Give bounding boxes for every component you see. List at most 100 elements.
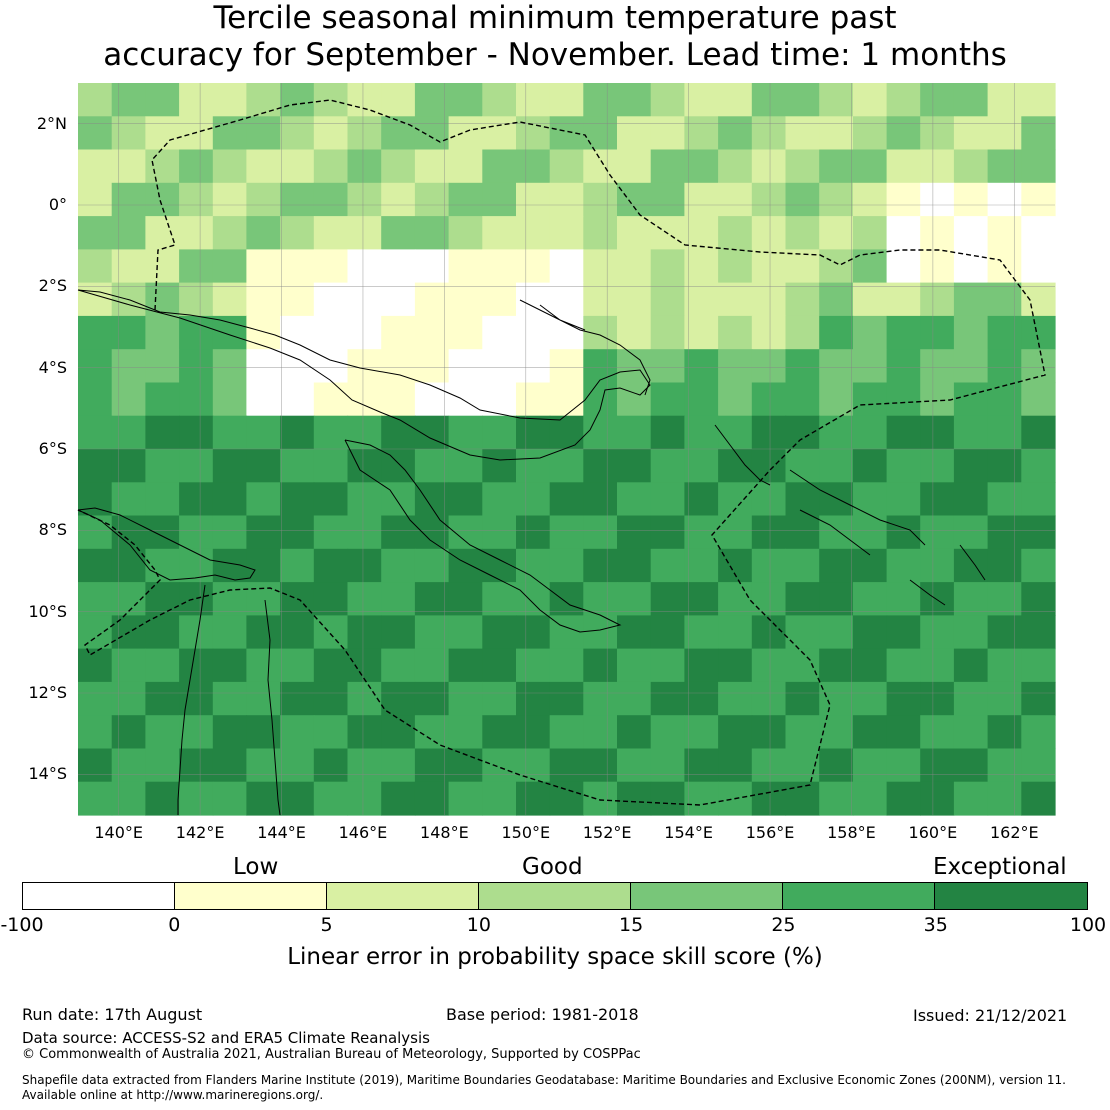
skill-cell <box>617 615 652 650</box>
skill-cell <box>886 648 921 683</box>
skill-cell <box>886 582 921 616</box>
skill-cell <box>684 681 719 716</box>
skill-cell <box>111 548 146 583</box>
skill-cell <box>751 681 787 716</box>
skill-cell <box>482 249 517 284</box>
skill-cell <box>246 382 281 417</box>
skill-cell <box>179 748 214 783</box>
skill-cell <box>684 415 719 450</box>
skill-cell <box>852 715 888 750</box>
skill-cell <box>718 315 753 350</box>
skill-cell <box>920 548 955 583</box>
skill-cell <box>650 681 685 716</box>
skill-cell <box>516 149 551 184</box>
skill-cell <box>111 415 146 450</box>
skill-cell <box>179 182 214 217</box>
skill-cell <box>381 216 416 250</box>
skill-cell <box>313 216 349 250</box>
skill-cell <box>347 715 382 750</box>
skill-cell <box>516 615 551 650</box>
skill-cell <box>78 615 113 650</box>
skill-cell <box>516 515 551 550</box>
skill-cell <box>448 648 483 683</box>
skill-cell <box>111 182 146 217</box>
skill-cell <box>987 349 1022 384</box>
skill-cell <box>448 449 483 483</box>
shapefile-credit-line-2: Available online at http://www.marinereg… <box>22 1088 324 1102</box>
skill-cell <box>280 515 315 550</box>
skill-cell <box>785 149 820 184</box>
skill-cell <box>617 382 652 417</box>
skill-cell <box>852 382 888 417</box>
skill-cell <box>1021 715 1056 750</box>
skill-cell <box>212 182 248 217</box>
skill-cell <box>953 482 989 517</box>
skill-cell <box>313 83 349 117</box>
skill-cell <box>212 748 248 783</box>
skill-cell <box>516 482 551 517</box>
skill-cell <box>953 515 989 550</box>
skill-cell <box>414 116 450 151</box>
skill-cell <box>347 116 382 151</box>
skill-cell <box>650 116 685 151</box>
skill-cell <box>516 182 551 217</box>
skill-cell <box>684 715 719 750</box>
skill-cell <box>718 715 753 750</box>
skill-cell <box>414 548 450 583</box>
skill-cell <box>819 681 854 716</box>
skill-cell <box>549 582 584 616</box>
skill-cell <box>785 315 820 350</box>
skill-cell <box>212 715 248 750</box>
skill-cell <box>448 249 483 284</box>
skill-cell <box>920 681 955 716</box>
skill-cell <box>852 315 888 350</box>
skill-cell <box>145 382 180 417</box>
skill-cell <box>516 216 551 250</box>
skill-cell <box>482 282 517 317</box>
new-britain-coastline <box>519 299 651 396</box>
skill-cell <box>482 149 517 184</box>
skill-cell <box>549 315 584 350</box>
skill-cell <box>785 182 820 217</box>
skill-cell <box>718 415 753 450</box>
skill-cell <box>852 182 888 217</box>
skill-cell <box>111 781 146 816</box>
skill-cell <box>785 216 820 250</box>
skill-cell <box>886 449 921 483</box>
lon-label: 146°E <box>338 823 388 842</box>
lon-label: 162°E <box>989 823 1039 842</box>
skill-cell <box>751 615 787 650</box>
skill-cell <box>1021 282 1056 317</box>
skill-cell <box>987 582 1022 616</box>
skill-cell <box>448 748 483 783</box>
skill-cell <box>549 615 584 650</box>
skill-cell <box>280 182 315 217</box>
skill-cell <box>111 648 146 683</box>
lon-label: 142°E <box>175 823 225 842</box>
skill-cell <box>246 615 281 650</box>
skill-cell <box>482 781 517 816</box>
skill-cell <box>414 83 450 117</box>
skill-cell <box>111 681 146 716</box>
skill-cell <box>482 748 517 783</box>
skill-cell <box>617 449 652 483</box>
skill-cell <box>852 648 888 683</box>
skill-cell <box>617 681 652 716</box>
legend-category-low: Low <box>233 854 279 880</box>
skill-cell <box>583 715 618 750</box>
skill-cell <box>953 681 989 716</box>
skill-cell <box>583 216 618 250</box>
skill-cell <box>280 83 315 117</box>
skill-cell <box>886 681 921 716</box>
skill-cell <box>246 482 281 517</box>
skill-cell <box>684 182 719 217</box>
issued-date: Issued: 21/12/2021 <box>913 1006 1068 1025</box>
skill-cell <box>751 715 787 750</box>
skill-cell <box>953 182 989 217</box>
skill-cell <box>819 482 854 517</box>
skill-cell <box>246 116 281 151</box>
skill-cell <box>751 349 787 384</box>
skill-cell <box>280 681 315 716</box>
solomon-islands-coastline <box>714 424 986 606</box>
skill-cell <box>987 781 1022 816</box>
